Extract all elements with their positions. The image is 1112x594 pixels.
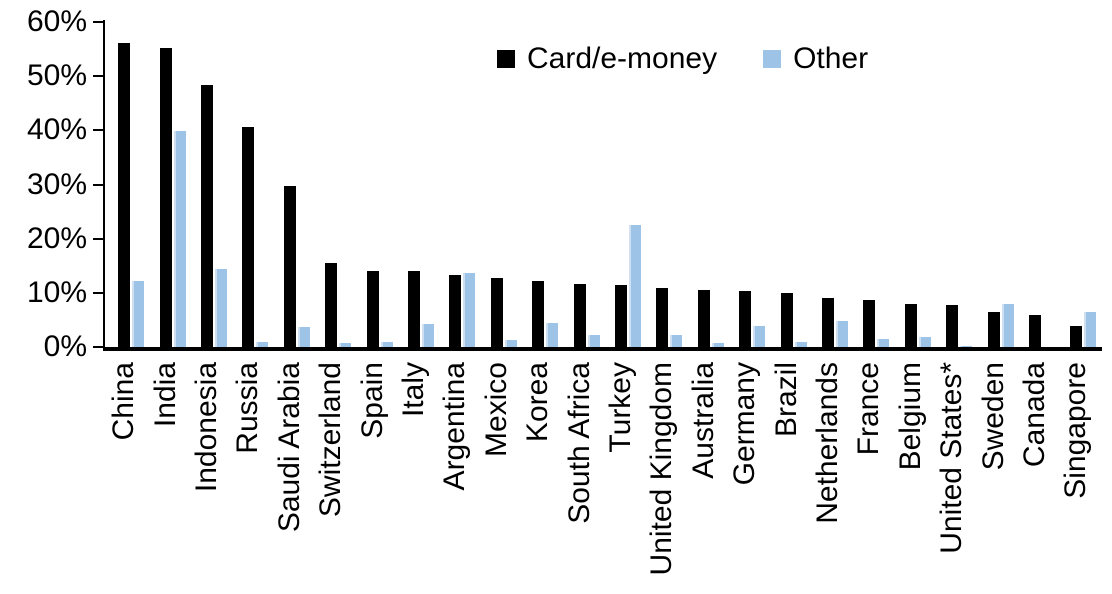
bar-card-e-money-united-states: [946, 305, 958, 347]
x-label-netherlands: Netherlands: [811, 362, 844, 524]
y-tick-label-20: 20%: [26, 221, 87, 255]
x-label-brazil: Brazil: [770, 362, 803, 438]
legend-label-card-e-money: Card/e-money: [527, 42, 718, 75]
bar-other-switzerland: [339, 343, 351, 347]
bar-other-belgium: [919, 337, 931, 347]
bar-other-brazil: [795, 342, 807, 347]
bar-other-south-africa: [588, 335, 600, 347]
legend-item-other: Other: [763, 44, 868, 74]
legend-swatch-card-e-money-icon: [497, 50, 515, 68]
y-tick-label-10: 10%: [26, 275, 87, 309]
bar-card-e-money-netherlands: [822, 298, 834, 347]
x-label-united-states: United States*: [935, 362, 968, 554]
y-axis-tick-10: [93, 291, 103, 294]
bar-other-turkey: [629, 225, 641, 347]
bar-card-e-money-india: [160, 48, 172, 347]
bar-card-e-money-sweden: [988, 312, 1000, 347]
x-label-australia: Australia: [687, 362, 720, 479]
bar-other-italy: [422, 324, 434, 347]
y-axis-tick-20: [93, 237, 103, 240]
bar-card-e-money-turkey: [615, 285, 627, 347]
y-tick-label-30: 30%: [26, 167, 87, 201]
x-label-singapore: Singapore: [1059, 362, 1092, 499]
bar-card-e-money-brazil: [781, 293, 793, 347]
bar-card-e-money-russia: [242, 127, 254, 347]
legend-label-other: Other: [793, 42, 869, 75]
x-label-canada: Canada: [1018, 362, 1051, 468]
y-tick-label-0: 0%: [43, 330, 87, 363]
bar-other-netherlands: [836, 321, 848, 347]
x-label-belgium: Belgium: [894, 362, 927, 471]
y-axis-tick-60: [93, 21, 103, 23]
y-tick-label-60: 60%: [26, 5, 87, 38]
bar-other-saudi-arabia: [298, 327, 310, 347]
legend-swatch-other-icon: [763, 50, 782, 68]
x-label-france: France: [852, 362, 885, 456]
bar-other-sweden: [1002, 304, 1014, 347]
x-label-india: India: [149, 362, 182, 428]
y-tick-label-40: 40%: [26, 113, 87, 147]
x-label-argentina: Argentina: [438, 362, 471, 491]
bar-other-germany: [753, 326, 765, 347]
x-label-united-kingdom: United Kingdom: [645, 362, 678, 576]
bar-other-singapore: [1084, 312, 1096, 347]
bar-other-indonesia: [215, 269, 227, 347]
bar-card-e-money-belgium: [905, 304, 917, 347]
bar-card-e-money-argentina: [449, 275, 461, 347]
chart-legend: Card/e-money Other: [497, 44, 868, 74]
bar-card-e-money-south-africa: [574, 284, 586, 347]
y-axis-tick-30: [93, 183, 103, 186]
x-label-turkey: Turkey: [604, 362, 637, 453]
x-label-spain: Spain: [356, 362, 389, 439]
bar-other-argentina: [463, 273, 475, 347]
bar-other-korea: [546, 323, 558, 347]
bar-card-e-money-switzerland: [325, 263, 337, 347]
bar-other-russia: [256, 342, 268, 347]
bar-card-e-money-china: [118, 43, 130, 347]
y-axis-tick-40: [93, 129, 103, 132]
x-label-mexico: Mexico: [480, 362, 513, 458]
bar-card-e-money-united-kingdom: [656, 288, 668, 347]
bar-card-e-money-korea: [532, 281, 544, 347]
bar-card-e-money-australia: [698, 290, 710, 347]
x-label-china: China: [107, 362, 140, 441]
x-label-south-africa: South Africa: [563, 362, 596, 524]
bar-card-e-money-saudi-arabia: [284, 186, 296, 347]
bar-card-e-money-singapore: [1070, 326, 1082, 347]
x-label-italy: Italy: [397, 362, 430, 418]
bar-card-e-money-mexico: [491, 278, 503, 347]
bar-other-france: [877, 339, 889, 347]
y-axis-line: [103, 20, 105, 351]
x-label-saudi-arabia: Saudi Arabia: [273, 362, 306, 533]
bar-card-e-money-spain: [367, 271, 379, 347]
bar-other-united-kingdom: [670, 335, 682, 347]
x-label-germany: Germany: [728, 362, 761, 486]
x-label-indonesia: Indonesia: [190, 362, 223, 493]
bar-other-australia: [712, 343, 724, 347]
x-axis-line: [103, 347, 1102, 351]
bar-other-china: [132, 281, 144, 347]
bar-other-united-states: [960, 346, 972, 347]
bar-other-india: [174, 131, 186, 347]
y-axis-tick-0: [93, 346, 103, 348]
x-label-russia: Russia: [231, 362, 264, 454]
y-axis-tick-50: [93, 75, 103, 78]
legend-item-card-e-money: Card/e-money: [497, 44, 717, 74]
y-tick-label-50: 50%: [26, 59, 87, 93]
bar-card-e-money-italy: [408, 271, 420, 347]
bar-card-e-money-france: [863, 300, 875, 347]
bar-other-mexico: [505, 340, 517, 347]
bar-card-e-money-canada: [1029, 315, 1041, 347]
bar-card-e-money-germany: [739, 291, 751, 347]
x-label-sweden: Sweden: [977, 362, 1010, 471]
bar-card-e-money-indonesia: [201, 85, 213, 347]
bar-other-spain: [381, 342, 393, 347]
x-label-korea: Korea: [521, 362, 554, 443]
x-label-switzerland: Switzerland: [314, 362, 347, 518]
